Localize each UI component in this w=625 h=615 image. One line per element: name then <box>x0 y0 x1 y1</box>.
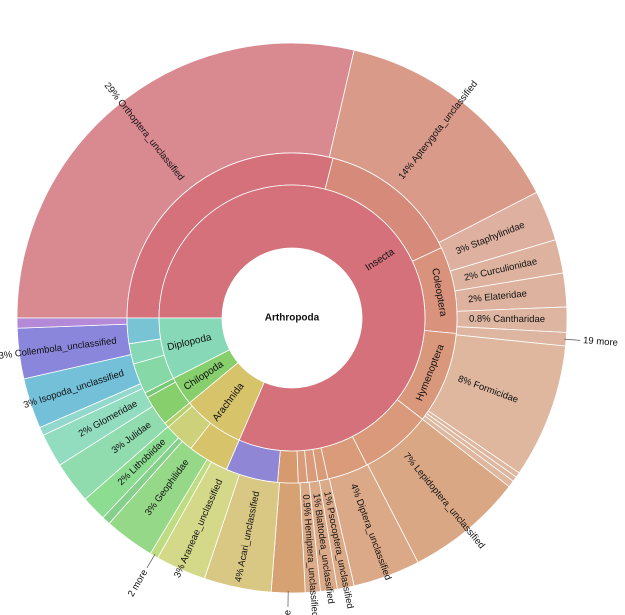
root-circle <box>222 248 362 388</box>
more-label-2-more: 2 more <box>126 568 150 599</box>
more-label-8-more: 8 more <box>282 610 293 615</box>
order-segment-10[interactable] <box>277 450 299 484</box>
root-label: Arthropoda <box>265 313 320 324</box>
order-segment-19[interactable] <box>126 317 162 345</box>
class-ring <box>158 184 426 452</box>
root-node[interactable]: Arthropoda <box>222 248 362 388</box>
more-leader-line-1 <box>564 338 581 341</box>
leaf-ring <box>16 42 568 594</box>
more-leader-line-3 <box>146 553 156 569</box>
order-ring <box>126 152 458 484</box>
leaf-label-cantharidae: 0.8% Cantharidae <box>469 314 545 325</box>
more-label-19-more: 19 more <box>583 335 619 349</box>
